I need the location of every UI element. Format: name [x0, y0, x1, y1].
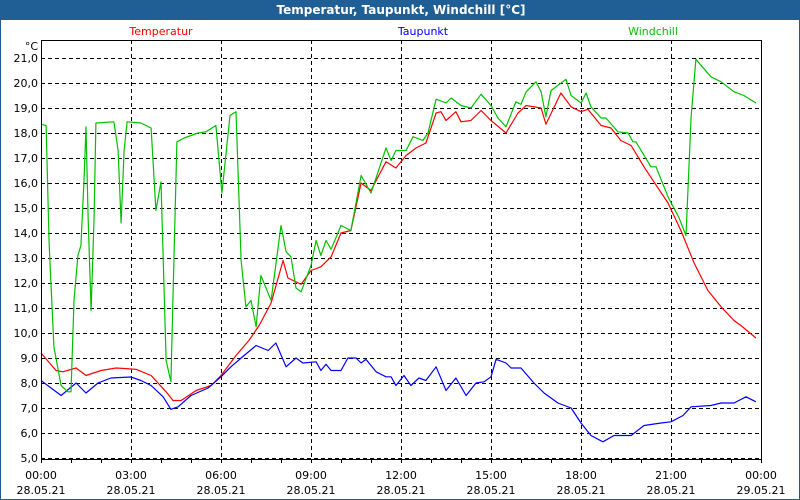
x-tick-time: 06:00: [205, 469, 237, 482]
x-tick-date: 28.05.21: [197, 484, 246, 497]
legend: Temperatur Taupunkt Windchill: [128, 25, 678, 38]
x-tick-time: 21:00: [655, 469, 687, 482]
y-tick-label: 21,0: [14, 52, 39, 65]
x-tick-date: 28.05.21: [647, 484, 696, 497]
series-line-temperatur: [40, 92, 757, 402]
series-lines: [40, 58, 757, 443]
y-tick-label: 20,0: [14, 77, 39, 90]
x-tick-time: 00:00: [745, 469, 777, 482]
y-tick-label: 16,0: [14, 177, 39, 190]
series-line-windchill: [40, 58, 757, 393]
window-title: Temperatur, Taupunkt, Windchill [°C]: [1, 0, 799, 20]
legend-temperatur: Temperatur: [128, 25, 193, 38]
y-tick-label: 14,0: [14, 227, 39, 240]
x-tick-time: 15:00: [475, 469, 507, 482]
grid: [41, 40, 761, 459]
x-tick-time: 12:00: [385, 469, 417, 482]
y-tick-label: 18,0: [14, 127, 39, 140]
x-tick-date: 28.05.21: [17, 484, 66, 497]
y-tick-label: 12,0: [14, 277, 39, 290]
y-tick-label: 10,0: [14, 327, 39, 340]
y-tick-label: 11,0: [14, 302, 39, 315]
y-tick-label: 17,0: [14, 152, 39, 165]
x-tick-date: 28.05.21: [377, 484, 426, 497]
legend-taupunkt: Taupunkt: [397, 25, 449, 38]
x-tick-date: 28.05.21: [467, 484, 516, 497]
x-tick-time: 18:00: [565, 469, 597, 482]
x-tick-time: 09:00: [295, 469, 327, 482]
y-tick-label: 8,0: [21, 377, 39, 390]
x-tick-time: 03:00: [115, 469, 147, 482]
y-axis-unit: °C: [25, 40, 39, 53]
x-tick-date: 28.05.21: [287, 484, 336, 497]
x-tick-date: 29.05.21: [737, 484, 786, 497]
y-tick-label: 19,0: [14, 102, 39, 115]
y-tick-label: 6,0: [21, 427, 39, 440]
y-tick-label: 7,0: [21, 402, 39, 415]
y-tick-label: 9,0: [21, 352, 39, 365]
y-tick-label: 5,0: [21, 452, 39, 465]
axes: 5,0 6,0 7,0 8,0 9,0 10,0 11,0 12,0 13,0 14,0 15,0 1…: [14, 40, 786, 497]
x-tick-date: 28.05.21: [107, 484, 156, 497]
series-line-taupunkt: [40, 342, 757, 443]
y-tick-label: 13,0: [14, 252, 39, 265]
x-tick-date: 28.05.21: [557, 484, 606, 497]
legend-windchill: Windchill: [628, 25, 678, 38]
y-tick-label: 15,0: [14, 202, 39, 215]
x-tick-time: 00:00: [25, 469, 57, 482]
